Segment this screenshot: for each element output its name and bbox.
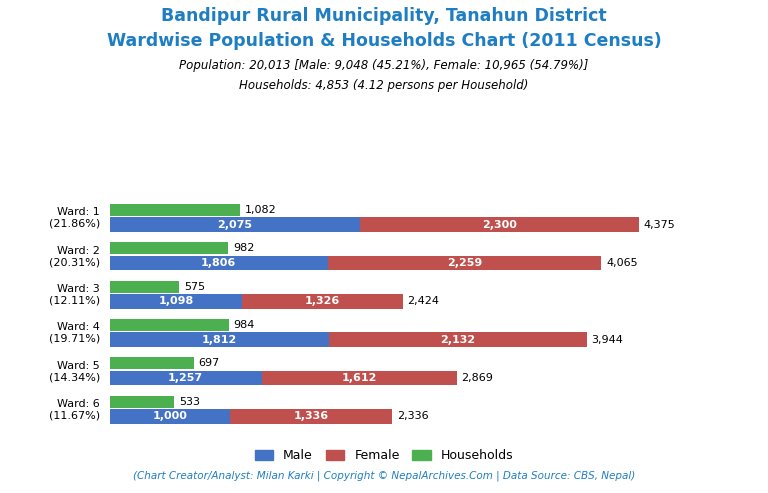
Bar <box>110 281 179 293</box>
Bar <box>230 409 392 424</box>
Bar <box>262 371 456 386</box>
Text: 533: 533 <box>179 396 200 407</box>
Text: Ward: 3
(12.11%): Ward: 3 (12.11%) <box>48 284 100 306</box>
Text: Population: 20,013 [Male: 9,048 (45.21%), Female: 10,965 (54.79%)]: Population: 20,013 [Male: 9,048 (45.21%)… <box>179 59 589 72</box>
Bar <box>110 204 240 216</box>
Text: 697: 697 <box>199 358 220 368</box>
Text: (Chart Creator/Analyst: Milan Karki | Copyright © NepalArchives.Com | Data Sourc: (Chart Creator/Analyst: Milan Karki | Co… <box>133 470 635 481</box>
Bar <box>110 395 174 408</box>
Text: Ward: 4
(19.71%): Ward: 4 (19.71%) <box>48 322 100 344</box>
Text: Ward: 2
(20.31%): Ward: 2 (20.31%) <box>48 246 100 267</box>
Bar <box>243 294 402 309</box>
Bar <box>360 217 639 232</box>
Text: 1,806: 1,806 <box>201 258 237 268</box>
Text: Households: 4,853 (4.12 persons per Household): Households: 4,853 (4.12 persons per Hous… <box>240 79 528 92</box>
Bar <box>110 217 360 232</box>
Bar <box>110 332 329 347</box>
Text: 984: 984 <box>233 320 255 330</box>
Text: 575: 575 <box>184 282 205 292</box>
Text: 1,257: 1,257 <box>168 373 203 383</box>
Text: Ward: 1
(21.86%): Ward: 1 (21.86%) <box>48 207 100 229</box>
Text: 2,075: 2,075 <box>217 220 253 230</box>
Text: 1,326: 1,326 <box>305 296 340 307</box>
Text: 4,375: 4,375 <box>644 220 675 230</box>
Bar <box>329 332 587 347</box>
Text: Ward: 5
(14.34%): Ward: 5 (14.34%) <box>48 360 100 382</box>
Text: 4,065: 4,065 <box>606 258 637 268</box>
Bar <box>110 256 328 271</box>
Text: Ward: 6
(11.67%): Ward: 6 (11.67%) <box>48 399 100 421</box>
Text: 2,869: 2,869 <box>462 373 493 383</box>
Text: 1,082: 1,082 <box>245 205 277 215</box>
Text: 1,612: 1,612 <box>341 373 377 383</box>
Text: 1,812: 1,812 <box>201 335 237 345</box>
Bar <box>328 256 601 271</box>
Text: 1,000: 1,000 <box>153 411 187 422</box>
Legend: Male, Female, Households: Male, Female, Households <box>250 444 518 467</box>
Text: 2,259: 2,259 <box>447 258 482 268</box>
Text: 2,132: 2,132 <box>440 335 475 345</box>
Text: 1,336: 1,336 <box>293 411 329 422</box>
Text: 982: 982 <box>233 243 254 253</box>
Bar <box>110 371 262 386</box>
Text: Wardwise Population & Households Chart (2011 Census): Wardwise Population & Households Chart (… <box>107 32 661 50</box>
Text: 1,098: 1,098 <box>158 296 194 307</box>
Text: 2,336: 2,336 <box>397 411 429 422</box>
Text: 3,944: 3,944 <box>591 335 624 345</box>
Bar <box>110 319 229 331</box>
Bar <box>110 357 194 369</box>
Bar <box>110 294 243 309</box>
Bar <box>110 409 230 424</box>
Text: 2,300: 2,300 <box>482 220 517 230</box>
Bar <box>110 242 228 254</box>
Text: Bandipur Rural Municipality, Tanahun District: Bandipur Rural Municipality, Tanahun Dis… <box>161 7 607 26</box>
Text: 2,424: 2,424 <box>408 296 439 307</box>
